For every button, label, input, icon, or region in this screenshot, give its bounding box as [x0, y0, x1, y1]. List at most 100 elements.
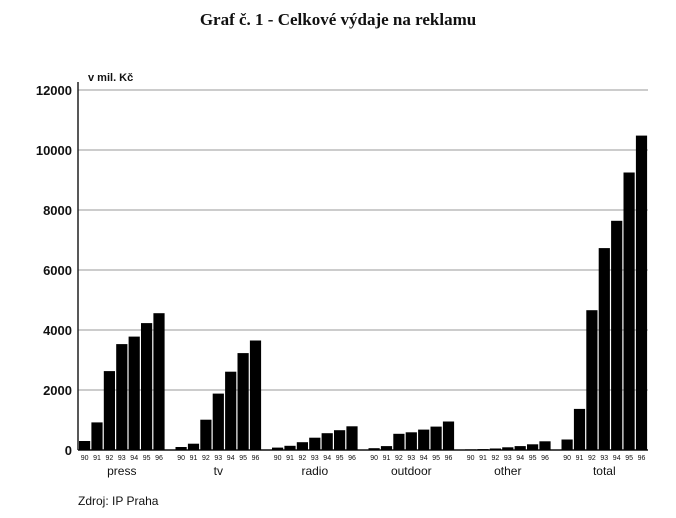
- year-label-total-92: 92: [588, 455, 596, 462]
- year-label-other-95: 95: [529, 455, 537, 462]
- y-tick-label-2000: 2000: [43, 383, 72, 398]
- y-tick-label-8000: 8000: [43, 203, 72, 218]
- bar-press-91: [91, 422, 103, 450]
- year-label-other-94: 94: [516, 455, 524, 462]
- source-note: Zdroj: IP Praha: [78, 494, 159, 508]
- year-label-radio-96: 96: [348, 455, 356, 462]
- year-label-tv-94: 94: [227, 455, 235, 462]
- bar-tv-95: [237, 353, 249, 450]
- year-label-press-96: 96: [155, 455, 163, 462]
- group-label-outdoor: outdoor: [391, 464, 432, 478]
- year-label-outdoor-92: 92: [395, 455, 403, 462]
- y-tick-label-6000: 6000: [43, 263, 72, 278]
- bar-other-93: [502, 447, 514, 450]
- y-tick-label-0: 0: [65, 443, 72, 458]
- y-tick-label-12000: 12000: [36, 83, 72, 98]
- year-label-outdoor-95: 95: [432, 455, 440, 462]
- year-label-radio-90: 90: [274, 455, 282, 462]
- bar-tv-96: [249, 340, 262, 450]
- year-label-tv-96: 96: [252, 455, 260, 462]
- bar-radio-90: [272, 447, 284, 450]
- bar-tv-92: [200, 419, 212, 450]
- bar-total-94: [611, 220, 623, 450]
- y-axis-unit-label: v mil. Kč: [88, 72, 134, 84]
- bar-outdoor-93: [405, 432, 417, 450]
- bar-press-95: [141, 323, 153, 450]
- year-label-other-96: 96: [541, 455, 549, 462]
- bar-radio-95: [334, 430, 346, 450]
- year-label-radio-91: 91: [286, 455, 294, 462]
- year-label-radio-92: 92: [299, 455, 307, 462]
- bar-outdoor-96: [442, 421, 455, 450]
- year-label-press-94: 94: [130, 455, 138, 462]
- bar-total-91: [573, 408, 586, 450]
- year-label-total-96: 96: [638, 455, 646, 462]
- year-label-outdoor-96: 96: [445, 455, 453, 462]
- year-label-press-93: 93: [118, 455, 126, 462]
- bar-other-92: [489, 448, 501, 450]
- bar-total-95: [623, 172, 635, 450]
- bar-press-93: [116, 344, 128, 450]
- bar-outdoor-91: [380, 446, 393, 450]
- bar-outdoor-94: [418, 429, 430, 450]
- year-label-total-90: 90: [563, 455, 571, 462]
- bar-press-92: [103, 371, 115, 450]
- bar-radio-96: [346, 426, 358, 450]
- bar-press-90: [79, 441, 91, 450]
- year-label-press-95: 95: [143, 455, 151, 462]
- bar-total-92: [586, 310, 598, 450]
- year-label-press-90: 90: [81, 455, 89, 462]
- bar-total-93: [598, 248, 610, 450]
- bar-other-96: [539, 441, 551, 450]
- year-label-press-92: 92: [106, 455, 114, 462]
- year-label-outdoor-91: 91: [383, 455, 391, 462]
- year-label-total-94: 94: [613, 455, 621, 462]
- year-label-other-90: 90: [467, 455, 475, 462]
- bar-other-95: [527, 444, 539, 450]
- year-label-outdoor-93: 93: [407, 455, 415, 462]
- bar-outdoor-92: [393, 433, 405, 450]
- year-label-total-93: 93: [600, 455, 608, 462]
- year-label-tv-93: 93: [214, 455, 222, 462]
- bar-other-90: [465, 449, 477, 450]
- bar-tv-94: [225, 371, 237, 450]
- y-tick-label-10000: 10000: [36, 143, 72, 158]
- chart-title: Graf č. 1 - Celkové výdaje na reklamu: [199, 10, 477, 29]
- bar-radio-91: [284, 445, 296, 450]
- year-label-tv-90: 90: [177, 455, 185, 462]
- bar-radio-93: [309, 437, 321, 450]
- group-label-total: total: [593, 464, 616, 478]
- year-label-tv-95: 95: [239, 455, 247, 462]
- year-label-other-92: 92: [492, 455, 500, 462]
- bar-tv-93: [212, 393, 224, 450]
- bar-press-94: [128, 336, 140, 450]
- year-label-outdoor-94: 94: [420, 455, 428, 462]
- year-label-tv-91: 91: [190, 455, 198, 462]
- group-label-press: press: [107, 464, 136, 478]
- year-label-radio-95: 95: [336, 455, 344, 462]
- group-label-tv: tv: [214, 464, 223, 478]
- year-label-outdoor-90: 90: [370, 455, 378, 462]
- y-tick-label-4000: 4000: [43, 323, 72, 338]
- year-label-other-93: 93: [504, 455, 512, 462]
- year-label-radio-93: 93: [311, 455, 319, 462]
- bar-radio-92: [296, 442, 308, 450]
- bar-other-94: [514, 446, 526, 450]
- bar-other-91: [477, 449, 489, 450]
- bar-tv-91: [187, 443, 200, 450]
- year-label-total-95: 95: [625, 455, 633, 462]
- year-label-press-91: 91: [93, 455, 101, 462]
- bar-press-96: [153, 313, 165, 450]
- year-label-total-91: 91: [576, 455, 584, 462]
- bar-outdoor-90: [368, 448, 380, 450]
- year-label-tv-92: 92: [202, 455, 210, 462]
- year-label-other-91: 91: [479, 455, 487, 462]
- bar-tv-90: [175, 447, 187, 450]
- bar-total-96: [635, 135, 648, 450]
- bar-total-90: [561, 439, 573, 450]
- year-label-radio-94: 94: [323, 455, 331, 462]
- bar-outdoor-95: [430, 426, 442, 450]
- bar-radio-94: [321, 433, 333, 450]
